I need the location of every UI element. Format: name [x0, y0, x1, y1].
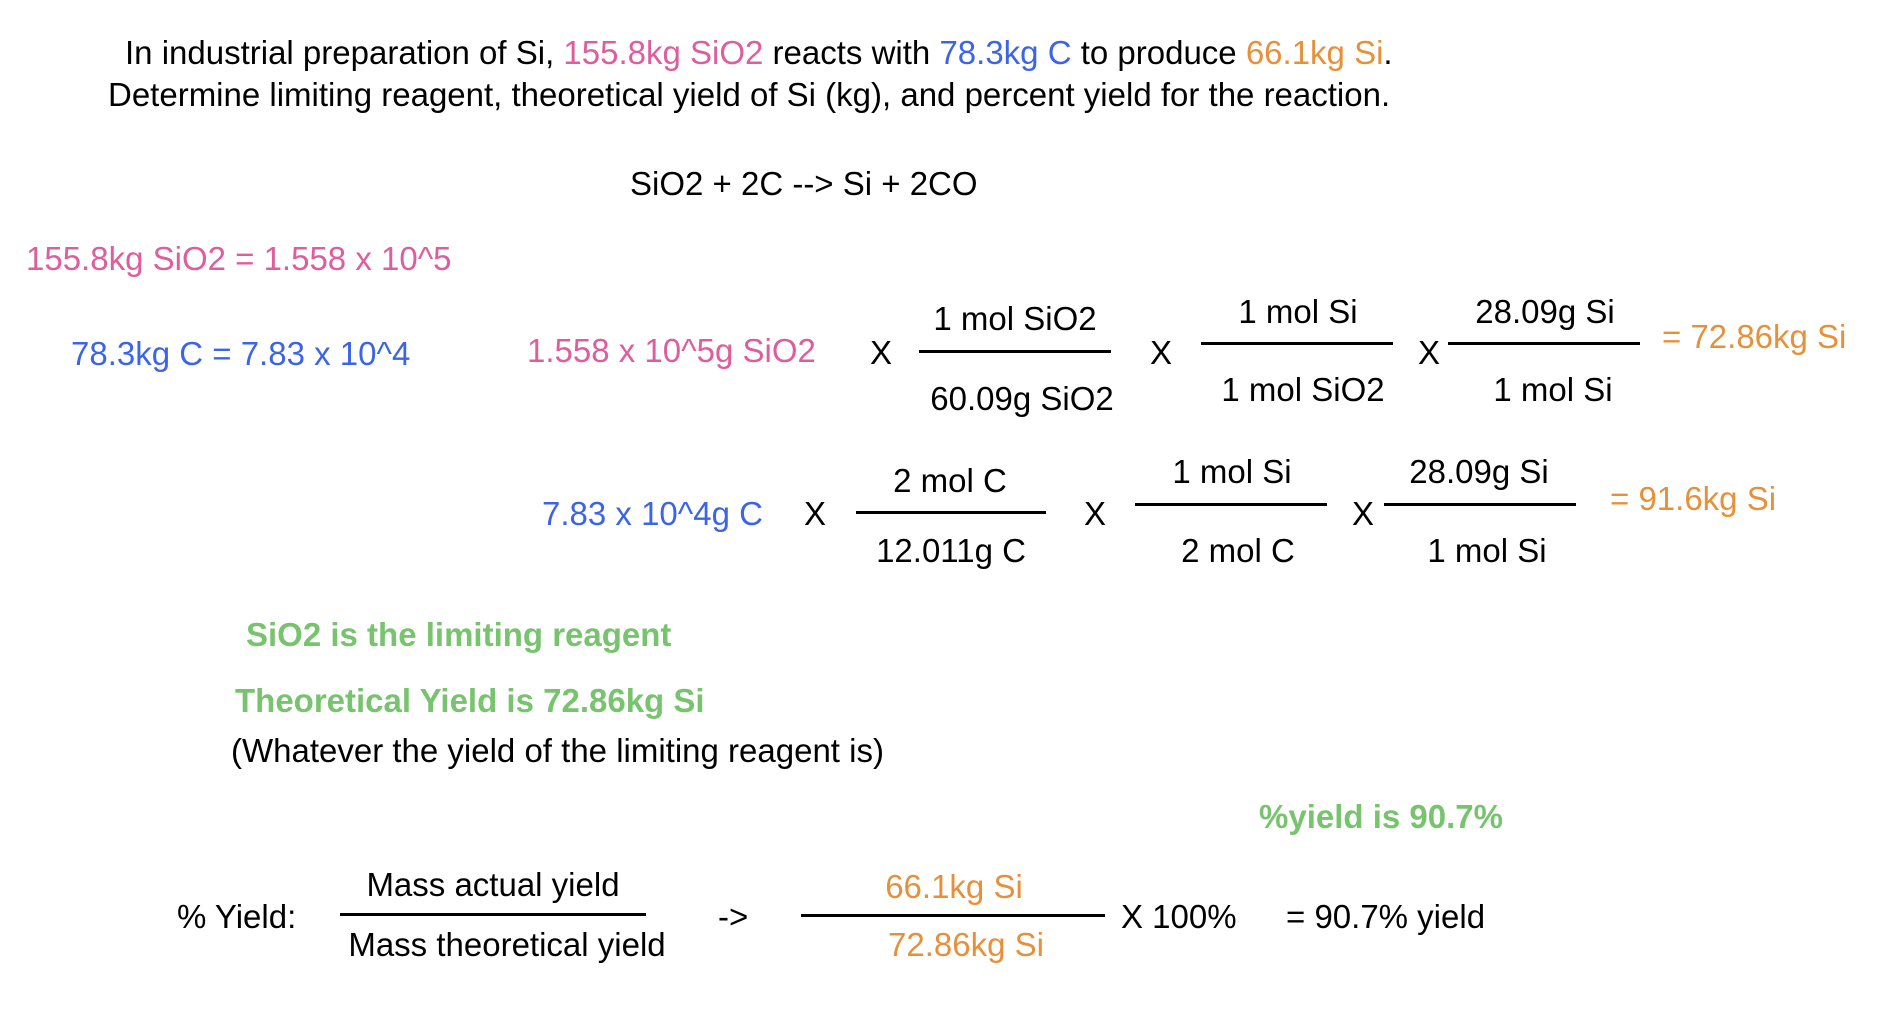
calc2-result: = 91.6kg Si — [1610, 480, 1777, 517]
calc2-start: 7.83 x 10^4g C — [542, 495, 763, 532]
fraction-bar — [1448, 342, 1640, 345]
problem-line-2: Determine limiting reagent, theoretical … — [108, 76, 1391, 113]
calc2-times-2: X — [1084, 495, 1107, 532]
calc2-f2-den: 2 mol C — [1181, 532, 1295, 569]
fraction-bar — [340, 913, 646, 916]
problem-text: to produce — [1071, 34, 1246, 71]
fraction-bar — [1384, 503, 1576, 506]
theoretical-yield-note: (Whatever the yield of the limiting reag… — [231, 732, 884, 769]
silicon-mass: 66.1kg Si — [1245, 34, 1384, 71]
calc2-times-3: X — [1352, 495, 1375, 532]
percent-yield-num: Mass actual yield — [366, 866, 620, 903]
calc2-f1-den: 12.011g C — [876, 532, 1026, 569]
limiting-reagent-conclusion: SiO2 is the limiting reagent — [246, 616, 672, 653]
calc1-times-3: X — [1418, 334, 1441, 371]
calc1-times-1: X — [870, 334, 893, 371]
problem-text: . — [1383, 34, 1393, 71]
calc1-times-2: X — [1150, 334, 1173, 371]
sio2-conversion: 155.8kg SiO2 = 1.558 x 10^5 — [26, 240, 452, 277]
calc2-f3-den: 1 mol Si — [1427, 532, 1547, 569]
calc1-f1-den: 60.09g SiO2 — [930, 380, 1114, 417]
theoretical-yield-conclusion: Theoretical Yield is 72.86kg Si — [235, 682, 705, 719]
problem-text: In industrial preparation of Si, — [125, 34, 564, 71]
calc1-start: 1.558 x 10^5g SiO2 — [527, 332, 816, 369]
fraction-bar — [1135, 503, 1327, 506]
problem-text: reacts with — [763, 34, 940, 71]
calc2-f2-num: 1 mol Si — [1172, 453, 1292, 490]
percent-yield-result: = 90.7% yield — [1286, 898, 1486, 935]
fraction-bar — [1201, 342, 1393, 345]
calc1-f1-num: 1 mol SiO2 — [933, 300, 1097, 337]
percent-yield-den2: 72.86kg Si — [888, 926, 1044, 963]
fraction-bar — [856, 511, 1046, 514]
percent-yield-label: % Yield: — [177, 898, 297, 935]
percent-yield-den: Mass theoretical yield — [348, 926, 666, 963]
calc1-f3-den: 1 mol Si — [1493, 371, 1613, 408]
sio2-mass: 155.8kg SiO2 — [563, 34, 764, 71]
problem-line-1: In industrial preparation of Si, 155.8kg… — [125, 36, 1393, 69]
calc1-result: = 72.86kg Si — [1662, 318, 1847, 355]
percent-yield-conclusion: %yield is 90.7% — [1259, 798, 1503, 835]
percent-yield-times: X 100% — [1121, 898, 1237, 935]
calc2-f3-num: 28.09g Si — [1409, 453, 1549, 490]
calc1-f2-num: 1 mol Si — [1238, 293, 1358, 330]
percent-yield-num2: 66.1kg Si — [885, 868, 1023, 905]
reaction-equation: SiO2 + 2C --> Si + 2CO — [630, 165, 978, 202]
calc1-f2-den: 1 mol SiO2 — [1221, 371, 1385, 408]
carbon-conversion: 78.3kg C = 7.83 x 10^4 — [71, 335, 411, 372]
fraction-bar — [801, 914, 1105, 917]
fraction-bar — [919, 350, 1111, 353]
calc1-f3-num: 28.09g Si — [1475, 293, 1615, 330]
calc2-f1-num: 2 mol C — [893, 462, 1007, 499]
percent-yield-arrow: -> — [718, 898, 749, 935]
calc2-times-1: X — [804, 495, 827, 532]
carbon-mass: 78.3kg C — [939, 34, 1072, 71]
